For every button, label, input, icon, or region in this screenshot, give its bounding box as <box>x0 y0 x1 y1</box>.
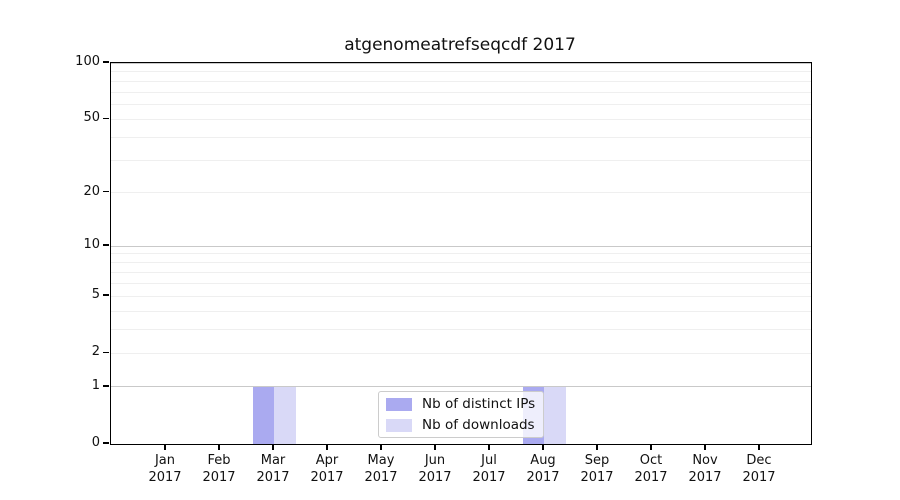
x-axis-tick-mar-2017 <box>272 444 274 450</box>
y-axis-tick-2 <box>102 351 109 354</box>
gridline-minor-40 <box>111 136 811 138</box>
x-axis-tick-may-2017 <box>380 444 382 450</box>
x-axis-tick-oct-2017 <box>650 444 652 450</box>
y-axis-tick-0 <box>102 442 109 444</box>
legend-item-distinct-ips: Nb of distinct IPs <box>386 396 543 412</box>
x-tick-label-feb-2017: Feb 2017 <box>202 452 236 486</box>
y-axis-tick-1 <box>102 385 109 387</box>
gridline-minor-8 <box>111 262 811 264</box>
y-axis-tick-5 <box>102 294 109 296</box>
gridline-minor-4 <box>111 310 811 312</box>
x-tick-label-sep-2017: Sep 2017 <box>580 452 614 486</box>
legend-swatch-downloads-icon <box>386 418 412 432</box>
bar-nb-of-downloads-mar-2017 <box>274 386 296 444</box>
gridline-minor-90 <box>111 71 811 73</box>
chart-title: atgenomeatrefseqcdf 2017 <box>344 35 576 55</box>
gridline-minor-3 <box>111 329 811 331</box>
y-axis-tick-50 <box>102 117 109 120</box>
x-tick-label-jun-2017: Jun 2017 <box>418 452 452 486</box>
x-axis-tick-jul-2017 <box>488 444 490 450</box>
y-axis-tick-100 <box>102 61 109 63</box>
y-tick-label-20: 20 <box>83 183 100 199</box>
x-tick-label-jul-2017: Jul 2017 <box>472 452 506 486</box>
x-axis-tick-jun-2017 <box>434 444 436 450</box>
legend-item-downloads: Nb of downloads <box>386 417 543 433</box>
gridline-minor-9 <box>111 253 811 255</box>
gridline-major-10 <box>111 245 811 247</box>
legend-swatch-distinct-ips-icon <box>386 397 412 411</box>
gridline-minor-70 <box>111 91 811 93</box>
gridline-minor-60 <box>111 104 811 106</box>
y-axis-tick-10 <box>102 244 109 246</box>
bar-nb-of-downloads-aug-2017 <box>544 386 566 444</box>
x-axis-tick-sep-2017 <box>596 444 598 450</box>
x-axis-tick-apr-2017 <box>326 444 328 450</box>
x-axis-tick-feb-2017 <box>218 444 220 450</box>
x-axis-tick-nov-2017 <box>704 444 706 450</box>
x-tick-label-oct-2017: Oct 2017 <box>634 452 668 486</box>
x-axis-tick-aug-2017 <box>542 444 544 450</box>
x-tick-label-dec-2017: Dec 2017 <box>742 452 776 486</box>
x-tick-label-jan-2017: Jan 2017 <box>148 452 182 486</box>
y-tick-label-5: 5 <box>91 287 100 303</box>
y-tick-label-50: 50 <box>83 110 100 126</box>
x-tick-label-aug-2017: Aug 2017 <box>526 452 560 486</box>
x-axis-tick-jan-2017 <box>164 444 166 450</box>
y-tick-label-1: 1 <box>91 377 100 393</box>
y-axis-tick-20 <box>102 190 109 193</box>
gridline-major-1 <box>111 386 811 388</box>
bar-nb-of-distinct-ips-mar-2017 <box>252 386 274 444</box>
plot-area <box>110 62 812 445</box>
x-tick-label-apr-2017: Apr 2017 <box>310 452 344 486</box>
y-tick-label-2: 2 <box>91 344 100 360</box>
gridline-minor-2 <box>111 352 811 354</box>
gridline-minor-7 <box>111 271 811 273</box>
gridline-major-100 <box>111 62 811 64</box>
y-tick-label-100: 100 <box>75 54 100 69</box>
gridline-minor-50 <box>111 118 811 120</box>
gridline-minor-20 <box>111 192 811 194</box>
x-axis-tick-dec-2017 <box>758 444 760 450</box>
y-tick-label-0: 0 <box>91 435 100 450</box>
x-tick-label-may-2017: May 2017 <box>364 452 398 486</box>
legend: Nb of distinct IPs Nb of downloads <box>378 391 544 438</box>
gridline-minor-30 <box>111 160 811 161</box>
gridline-minor-6 <box>111 282 811 284</box>
gridline-minor-5 <box>111 295 811 297</box>
gridline-minor-80 <box>111 80 811 82</box>
legend-label-distinct-ips: Nb of distinct IPs <box>422 396 536 412</box>
y-tick-label-10: 10 <box>83 237 100 253</box>
legend-label-downloads: Nb of downloads <box>422 417 535 433</box>
x-tick-label-mar-2017: Mar 2017 <box>256 452 290 486</box>
x-tick-label-nov-2017: Nov 2017 <box>688 452 722 486</box>
